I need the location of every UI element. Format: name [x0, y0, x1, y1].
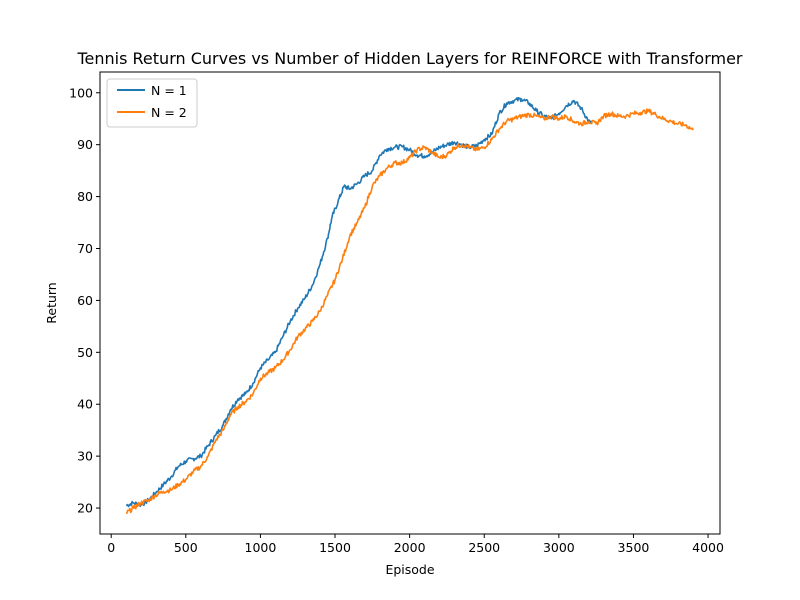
y-axis: 20 30 40 50 60 70 80 90 100 [69, 85, 100, 516]
y-tick-label: 60 [77, 293, 93, 308]
y-tick-label: 30 [77, 449, 93, 464]
y-tick-label: 40 [77, 397, 93, 412]
x-tick-label: 1500 [319, 540, 351, 555]
y-tick-label: 100 [69, 85, 93, 100]
x-tick-label: 3500 [618, 540, 650, 555]
y-tick-label: 70 [77, 241, 93, 256]
chart-title: Tennis Return Curves vs Number of Hidden… [76, 49, 742, 68]
legend-label-n1: N = 1 [151, 83, 187, 98]
y-tick-label: 80 [77, 189, 93, 204]
series-line-n1 [125, 97, 593, 508]
x-axis-label: Episode [385, 562, 434, 577]
series-layer [125, 97, 694, 514]
x-tick-label: 0 [107, 540, 115, 555]
y-axis-label: Return [44, 282, 59, 323]
x-axis: 0 500 1000 1500 2000 2500 3000 3500 4000 [107, 534, 724, 555]
x-tick-label: 1000 [245, 540, 277, 555]
legend: N = 1 N = 2 [106, 78, 198, 128]
x-tick-label: 2000 [394, 540, 426, 555]
y-tick-label: 50 [77, 345, 93, 360]
x-tick-label: 500 [174, 540, 198, 555]
legend-label-n2: N = 2 [151, 105, 187, 120]
y-tick-label: 20 [77, 501, 93, 516]
x-tick-label: 4000 [692, 540, 724, 555]
x-tick-label: 3000 [543, 540, 575, 555]
x-tick-label: 2500 [468, 540, 500, 555]
y-tick-label: 90 [77, 137, 93, 152]
series-line-n2 [126, 108, 694, 514]
